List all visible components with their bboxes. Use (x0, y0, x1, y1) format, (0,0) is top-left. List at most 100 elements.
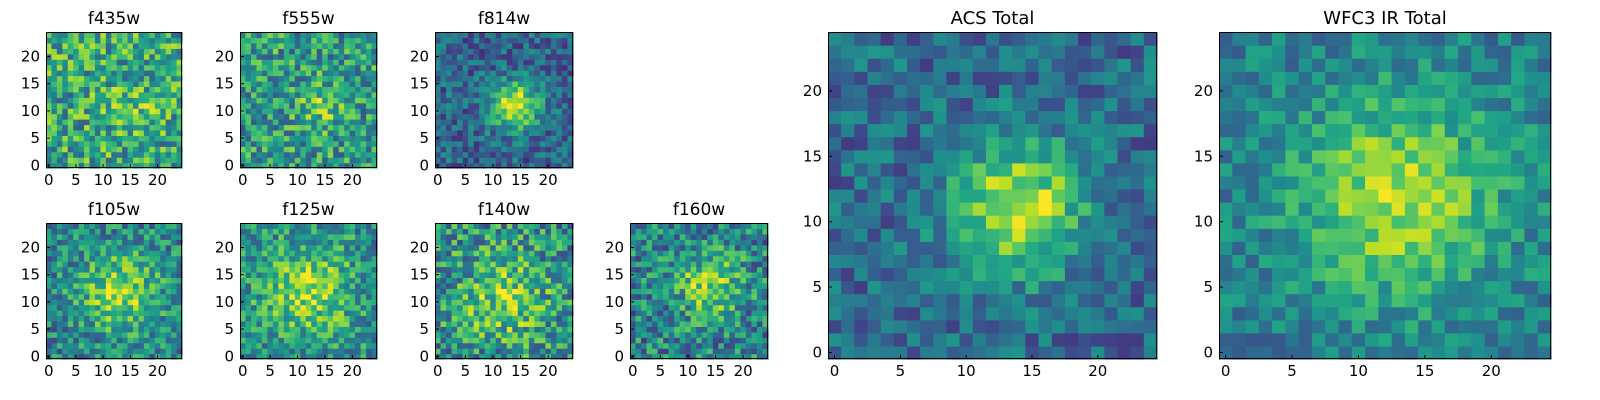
heatmap-cell (696, 348, 703, 355)
heatmap-cell (539, 282, 546, 289)
heatmap-cell (567, 348, 574, 355)
heatmap-cell (462, 70, 469, 77)
heatmap-cell (646, 255, 653, 262)
heatmap-cell (462, 337, 469, 344)
heatmap-cell (133, 86, 140, 93)
heatmap-cell (56, 320, 63, 327)
heatmap-cell (67, 223, 74, 230)
heatmap-cell (723, 244, 730, 251)
heatmap-cell (440, 37, 447, 44)
heatmap-cell (305, 293, 312, 300)
heatmap-cell (517, 32, 524, 39)
heatmap-cell (149, 331, 156, 338)
heatmap-cell (446, 124, 453, 131)
heatmap-cell (73, 119, 80, 126)
heatmap-cell (267, 59, 274, 66)
heatmap-cell (143, 59, 150, 66)
heatmap-cell (305, 64, 312, 71)
heatmap-cell (250, 42, 258, 49)
heatmap-cell (479, 146, 486, 153)
heatmap-cell (154, 108, 161, 115)
heatmap-cell (122, 162, 129, 169)
heatmap-cell (289, 255, 296, 262)
heatmap-cell (468, 271, 475, 278)
heatmap-cell (1078, 162, 1092, 177)
heatmap-cell (267, 146, 274, 153)
heatmap-cell (550, 315, 558, 322)
heatmap-cell (322, 288, 329, 295)
heatmap-cell (67, 244, 74, 251)
heatmap-cell (668, 255, 675, 262)
heatmap-cell (501, 70, 508, 77)
heatmap-cell (712, 320, 719, 327)
heatmap-cell (100, 146, 107, 153)
heatmap-cell (143, 64, 150, 71)
heatmap-cell (696, 353, 703, 360)
heatmap-cell (154, 277, 161, 284)
heatmap-cell (1064, 254, 1079, 269)
heatmap-cell (534, 315, 541, 322)
heatmap-cell (451, 223, 458, 230)
heatmap-cell (1051, 202, 1066, 216)
heatmap-cell (338, 353, 345, 360)
heatmap-cell (479, 140, 486, 147)
heatmap-cell (333, 48, 340, 55)
heatmap-cell (972, 188, 987, 203)
heatmap-cell (62, 277, 69, 284)
heatmap-cell (745, 239, 753, 246)
heatmap-cell (646, 282, 653, 289)
heatmap-cell (501, 140, 508, 147)
heatmap-cell (366, 86, 373, 93)
heatmap-cell (133, 348, 140, 355)
heatmap-cell (73, 129, 80, 136)
heatmap-cell (567, 255, 574, 262)
heatmap-cell (440, 53, 447, 60)
heatmap-cell (539, 157, 546, 164)
heatmap-cell (327, 119, 334, 126)
heatmap-cell (305, 342, 312, 349)
heatmap-cell (556, 70, 563, 77)
heatmap-cell (272, 261, 279, 268)
heatmap-cell (62, 331, 69, 338)
heatmap-cell (127, 37, 134, 44)
heatmap-cell (165, 277, 172, 284)
heatmap-cell (473, 261, 480, 268)
heatmap-cell (1064, 202, 1079, 216)
heatmap-cell (278, 108, 285, 115)
heatmap-cell (473, 293, 480, 300)
heatmap-cell (451, 299, 458, 306)
heatmap-cell (740, 223, 747, 230)
heatmap-cell (56, 113, 63, 120)
heatmap-cell (468, 277, 475, 284)
heatmap-cell (240, 129, 247, 136)
heatmap-cell (556, 282, 563, 289)
heatmap-cell (539, 91, 546, 98)
heatmap-cell (567, 320, 574, 327)
heatmap-cell (556, 157, 563, 164)
heatmap-cell (116, 140, 123, 147)
heatmap-cell (349, 223, 356, 230)
heatmap-cell (751, 288, 758, 295)
heatmap-cell (122, 32, 129, 39)
heatmap-cell (479, 223, 486, 230)
heatmap-cell (127, 228, 134, 235)
heatmap-cell (171, 266, 178, 273)
heatmap-cell (668, 223, 675, 230)
heatmap-cell (289, 102, 296, 109)
heatmap-cell (149, 86, 156, 93)
heatmap-cell (567, 146, 574, 153)
heatmap-cell (512, 293, 519, 300)
heatmap-cell (985, 293, 1000, 308)
heatmap-cell (366, 53, 373, 60)
heatmap-cell (143, 108, 150, 115)
heatmap-cell (880, 136, 895, 151)
heatmap-cell (999, 149, 1013, 164)
heatmap-cell (641, 239, 648, 246)
heatmap-cell (1038, 123, 1053, 138)
heatmap-cell (740, 337, 747, 344)
heatmap-cell (278, 348, 285, 355)
heatmap-cell (245, 261, 252, 268)
heatmap-cell (567, 86, 574, 93)
heatmap-cell (690, 255, 697, 262)
heatmap-cell (484, 32, 491, 39)
